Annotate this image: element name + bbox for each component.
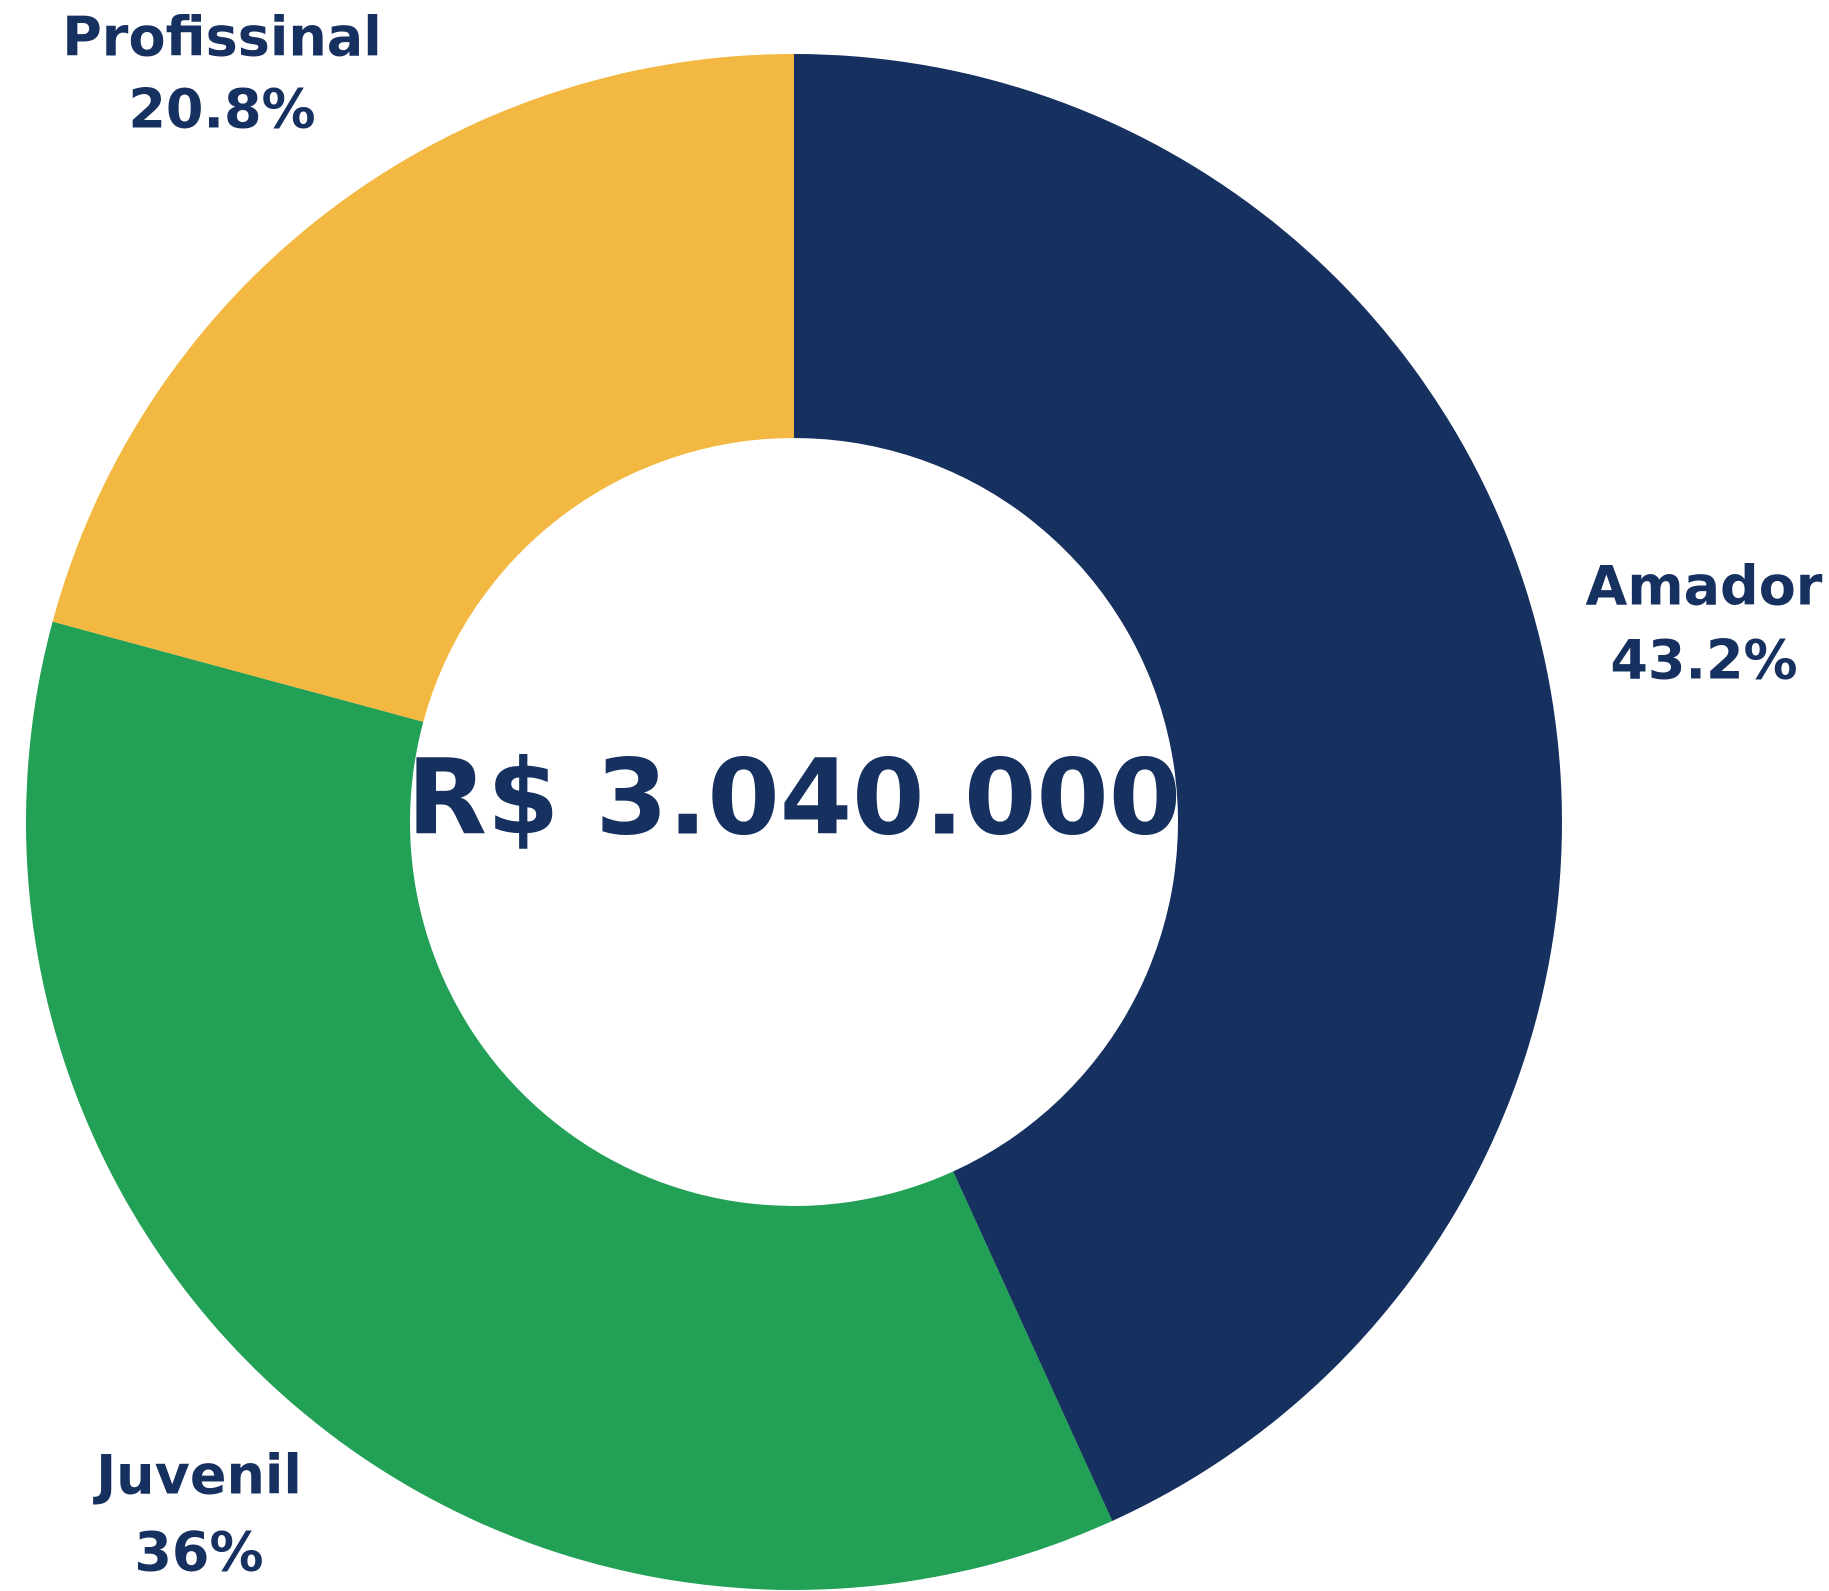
slice xyxy=(794,54,1563,1521)
value-label: 43.2% xyxy=(1610,629,1797,692)
category-label: Amador xyxy=(1586,555,1823,618)
center-label: R$ 3.040.000 xyxy=(407,736,1181,858)
slice xyxy=(25,621,1113,1591)
value-label: 36% xyxy=(134,1521,263,1584)
category-label: Juvenil xyxy=(92,1444,302,1507)
slice xyxy=(52,54,794,722)
value-label: 20.8% xyxy=(128,78,315,141)
category-label: Profissinal xyxy=(62,6,382,69)
